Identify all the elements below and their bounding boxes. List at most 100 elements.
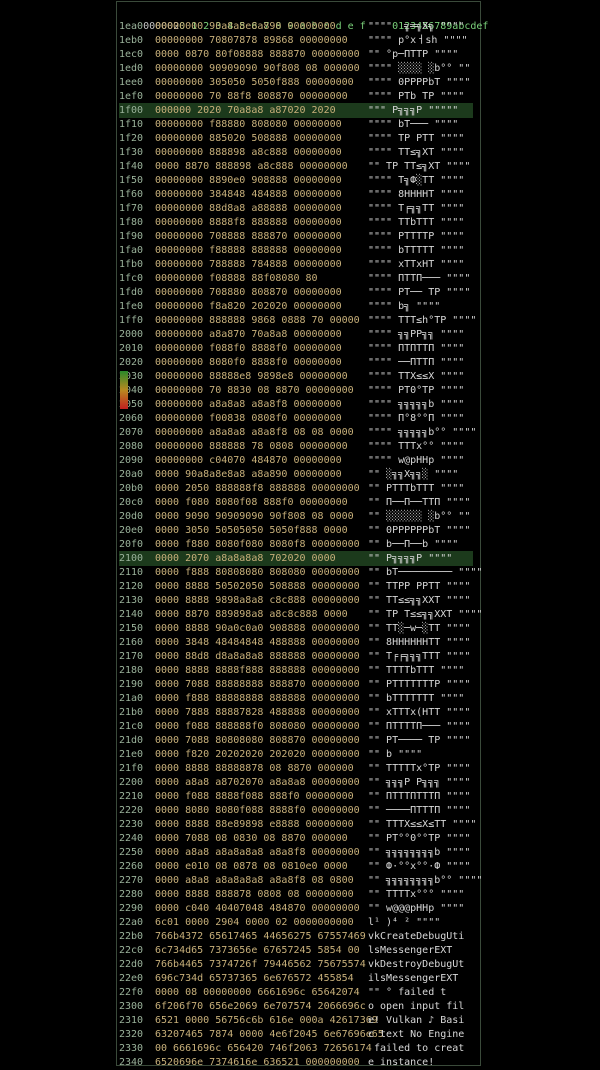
row-ascii[interactable]: vkCreateDebugUti	[368, 931, 465, 942]
hex-row[interactable]: 20e0 0000 3050 50505050 5050f888 0000 "" 0…	[119, 523, 473, 538]
row-ascii[interactable]: failed to creat	[368, 1043, 465, 1054]
row-hex-bytes[interactable]: 0000 a8a8 a8a8a8a8 a8a8f8 08 0800	[155, 875, 354, 886]
row-ascii[interactable]: "" ╗╗╗P P╗╗╗ """"	[368, 777, 471, 788]
row-ascii[interactable]: """" bΤ─── """"	[368, 119, 459, 130]
hex-row[interactable]: 1f50 00000000 8890e0 908888 00000000 """" …	[119, 173, 473, 188]
row-ascii[interactable]: """" w@pHHp """"	[368, 455, 465, 466]
hex-row[interactable]: 21b0 0000 7888 88887828 488888 00000000 ""…	[119, 705, 473, 720]
row-hex-bytes[interactable]: 6f206f70 656e2069 6e707574 2066696c	[155, 1001, 366, 1012]
row-ascii[interactable]: """" ╗═╗X╗ """"	[368, 21, 465, 32]
row-ascii[interactable]: "" ────ΠΤΤΤΠ """"	[368, 805, 471, 816]
hex-row[interactable]: 2310 6521 0000 56756c6b 616e 000a 4261736…	[119, 1013, 473, 1028]
row-ascii[interactable]: """" ΠΤΤΠ─── """"	[368, 273, 471, 284]
row-ascii[interactable]: "" P╗╗╗╗P """"	[368, 553, 453, 564]
row-hex-bytes[interactable]: 0000 7088 80808080 808870 00000000	[155, 735, 360, 746]
hex-row[interactable]: 2020 00000000 8080f0 8888f0 00000000 """" …	[119, 355, 473, 370]
hex-row[interactable]: 1eb0 00000000 70807878 89868 00000000 """"…	[119, 33, 473, 48]
row-hex-bytes[interactable]: 0000 88d8 d8a8a8a8 888888 00000000	[155, 651, 360, 662]
row-ascii[interactable]: """" ──ΠΤΤΠ """"	[368, 357, 465, 368]
row-ascii[interactable]: """ P╗╗╗P """""	[368, 105, 459, 116]
row-ascii[interactable]: """" Τ╗Ф░ΤΤ """"	[368, 175, 465, 186]
hex-row[interactable]: 21d0 0000 7088 80808080 808870 00000000 ""…	[119, 733, 473, 748]
hex-row[interactable]: 1fb0 00000000 788888 784888 00000000 """" …	[119, 257, 473, 272]
hex-row[interactable]: 2330 00 6661696c 656420 746f2063 72656174…	[119, 1041, 473, 1056]
hex-row[interactable]: 2190 0000 7088 88888888 888870 00000000 ""…	[119, 677, 473, 692]
row-ascii[interactable]: "" xΤΤΤx(HΤΤ """"	[368, 707, 471, 718]
hex-row[interactable]: 1f70 00000000 88d8a8 a88888 00000000 """" …	[119, 201, 473, 216]
row-hex-bytes[interactable]: 00000000 88d8a8 a88888 00000000	[155, 203, 342, 214]
hex-row[interactable]: 1f80 00000000 8888f8 888888 00000000 """" …	[119, 215, 473, 230]
hex-row[interactable]: 1ed0 00000000 90909090 90f808 08 000000 ""…	[119, 61, 473, 76]
row-hex-bytes[interactable]: 0000 a8a8 a8702070 a8a8a8 00000000	[155, 777, 360, 788]
row-hex-bytes[interactable]: 00000000 8080f0 8888f0 00000000	[155, 357, 342, 368]
row-ascii[interactable]: """" ╗╗╗╗╗b°° """"	[368, 427, 477, 438]
row-hex-bytes[interactable]: 766b4372 65617465 44656275 67557469	[155, 931, 366, 942]
row-ascii[interactable]: """" ΤΤ≤╗XΤ """"	[368, 147, 465, 158]
hex-row[interactable]: 20c0 0000 f080 8080f08 888f0 00000000 "" Π…	[119, 495, 473, 510]
row-hex-bytes[interactable]: 00000000 8888f8 888888 00000000	[155, 217, 342, 228]
hex-row[interactable]: 1ea0 00000000 90a8a8e8a890 00000000 """" ╗…	[119, 19, 473, 34]
hex-row[interactable]: 2170 0000 88d8 d8a8a8a8 888888 00000000 ""…	[119, 649, 473, 664]
row-ascii[interactable]: "" b """"	[368, 749, 423, 760]
row-hex-bytes[interactable]: 00000000 c04070 484870 00000000	[155, 455, 342, 466]
row-hex-bytes[interactable]: 0000 8870 888898 a8c888 00000000	[155, 161, 348, 172]
row-ascii[interactable]: """" ╗╗╗╗╗b """"	[368, 399, 465, 410]
row-ascii[interactable]: c text No Engine	[368, 1029, 465, 1040]
row-hex-bytes[interactable]: 00000000 f88888 888888 00000000	[155, 245, 342, 256]
row-hex-bytes[interactable]: 0000 8888 9898a8a8 c8c888 00000000	[155, 595, 360, 606]
row-hex-bytes[interactable]: 00000000 f8a820 202020 00000000	[155, 301, 342, 312]
row-ascii[interactable]: "" PΤ°°0°°ΤP """"	[368, 833, 471, 844]
hex-row[interactable]: 2180 0000 8888 8888f888 888888 00000000 ""…	[119, 663, 473, 678]
row-hex-bytes[interactable]: 00000000 888888 78 0808 00000000	[155, 441, 348, 452]
row-ascii[interactable]: "" ° failed t	[368, 987, 447, 998]
hex-row[interactable]: 2210 0000 f088 8888f088 888f0 00000000 "" …	[119, 789, 473, 804]
row-hex-bytes[interactable]: 00000000 888888 9868 0888 70 00000	[155, 315, 360, 326]
row-hex-bytes[interactable]: 0000 8888 50502050 508888 00000000	[155, 581, 360, 592]
row-hex-bytes[interactable]: 00000000 885020 508888 00000000	[155, 133, 342, 144]
row-hex-bytes[interactable]: 0000 c040 40407048 484870 00000000	[155, 903, 360, 914]
row-ascii[interactable]: """" Τ╒╗╗ΤΤ """"	[368, 203, 465, 214]
row-ascii[interactable]: """" ΤΤΤ≤h°ΤP """"	[368, 315, 477, 326]
row-hex-bytes[interactable]: 0000 90a8a8e8a8 a8a890 00000000	[155, 469, 342, 480]
row-hex-bytes[interactable]: 0000 2050 888888f8 888888 00000000	[155, 483, 360, 494]
row-hex-bytes[interactable]: 6c734d65 7373656e 67657245 5854 00	[155, 945, 360, 956]
hex-row[interactable]: 1f00 000000 2020 70a8a8 a87020 2020 """ P╗…	[119, 103, 473, 118]
row-ascii[interactable]: e! Vulkan ♪ Basi	[368, 1015, 465, 1026]
row-ascii[interactable]: "" ΤΤ░─w─░ΤΤ """"	[368, 623, 471, 634]
hex-row[interactable]: 2060 00000000 f00838 0808f0 00000000 """" …	[119, 411, 473, 426]
row-ascii[interactable]: "" ΤΤPP PPΤΤ """"	[368, 581, 471, 592]
row-ascii[interactable]: vkDestroyDebugUt	[368, 959, 465, 970]
row-ascii[interactable]: "" ╗╗╗╗╗╗╗╗b°° """"	[368, 875, 483, 886]
row-hex-bytes[interactable]: 00000000 70 8830 08 8870 00000000	[155, 385, 354, 396]
hex-row[interactable]: 1ec0 0000 0870 80f08888 888870 00000000 ""…	[119, 47, 473, 62]
row-hex-bytes[interactable]: 0000 2070 a8a8a8a8 702020 0000	[155, 553, 336, 564]
hex-row[interactable]: 2140 0000 8870 889898a8 a8c8c888 0000 "" Τ…	[119, 607, 483, 622]
hex-row[interactable]: 21f0 0000 8888 88888878 08 8870 000000 "" …	[119, 761, 473, 776]
row-hex-bytes[interactable]: 6520696e 7374616e 636521 000000000	[155, 1057, 360, 1068]
row-hex-bytes[interactable]: 00000000 90a8a8e8a890 00000000	[155, 21, 336, 32]
row-ascii[interactable]: """" ΤΤbΤΤΤ """"	[368, 217, 465, 228]
hex-row[interactable]: 2280 0000 8888 888878 0808 08 00000000 "" …	[119, 887, 473, 902]
row-ascii[interactable]: l¹ )⁴ ² """"	[368, 917, 441, 928]
row-ascii[interactable]: "" ΠΤΤΤΠΤΤΤΠ """"	[368, 791, 471, 802]
row-ascii[interactable]: "" Π──Π──ΤΤΠ """"	[368, 497, 471, 508]
row-hex-bytes[interactable]: 63207465 7874 0000 4e6f2045 6e67696e65	[155, 1029, 384, 1040]
hex-row[interactable]: 2130 0000 8888 9898a8a8 c8c888 00000000 ""…	[119, 593, 473, 608]
row-hex-bytes[interactable]: 0000 e010 08 0878 08 0810e0 0000	[155, 861, 348, 872]
row-hex-bytes[interactable]: 00000000 a8a8a8 a8a8f8 00000000	[155, 399, 342, 410]
hex-row[interactable]: 1fe0 00000000 f8a820 202020 00000000 """" …	[119, 299, 473, 314]
row-ascii[interactable]: "" ΤΤΤΤΤx°ΤP """"	[368, 763, 471, 774]
row-ascii[interactable]: "" ΤP ΤΤ≤╗XΤ """"	[368, 161, 471, 172]
row-ascii[interactable]: "" PΤΤΤbΤΤΤ """"	[368, 483, 465, 494]
row-hex-bytes[interactable]: 00000000 708880 808870 00000000	[155, 287, 342, 298]
row-hex-bytes[interactable]: 00000000 88888e8 9898e8 00000000	[155, 371, 348, 382]
hex-row[interactable]: 1fc0 00000000 f08888 88f08080 80 """" ΠΤΤΠ…	[119, 271, 473, 286]
row-hex-bytes[interactable]: 00000000 f88880 808080 00000000	[155, 119, 342, 130]
row-hex-bytes[interactable]: 0000 0870 80f08888 888870 00000000	[155, 49, 360, 60]
row-ascii[interactable]: "" ΤP Τ≤≤╗╗XXΤ """"	[368, 609, 483, 620]
row-ascii[interactable]: """" ╗╗PP╗╗ """"	[368, 329, 465, 340]
row-hex-bytes[interactable]: 0000 f880 8080f080 8080f8 00000000	[155, 539, 360, 550]
row-ascii[interactable]: "" 8HHHHHHΤΤ """"	[368, 637, 471, 648]
row-ascii[interactable]: "" ΠΤΤΤΤΠ─── """"	[368, 721, 471, 732]
row-hex-bytes[interactable]: 0000 3848 48484848 488888 00000000	[155, 637, 360, 648]
